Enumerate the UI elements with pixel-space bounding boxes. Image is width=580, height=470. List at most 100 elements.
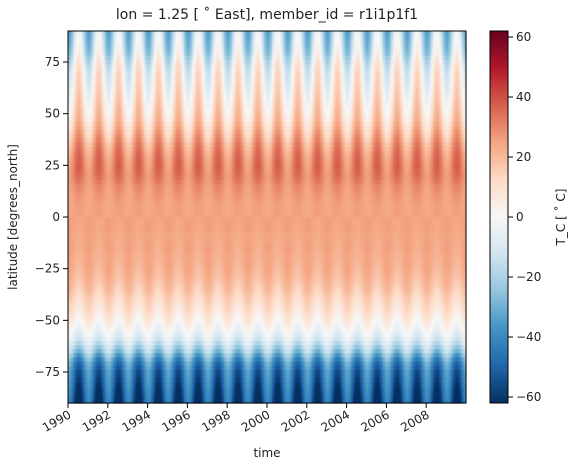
heatmap-cell: [179, 59, 182, 65]
heatmap-cell: [107, 59, 111, 65]
heatmap-cell: [451, 35, 454, 40]
heatmap-cell: [434, 59, 437, 65]
heatmap-cell: [341, 55, 344, 61]
heatmap-cell: [162, 72, 165, 78]
heatmap-cell: [262, 39, 265, 44]
heatmap-cell: [227, 64, 230, 69]
heatmap-cell: [339, 55, 343, 61]
heatmap-cell: [293, 59, 296, 65]
heatmap-cell: [369, 31, 373, 36]
heatmap-cell: [228, 59, 232, 65]
heatmap-cell: [252, 72, 255, 78]
heatmap-cell: [439, 39, 442, 44]
heatmap-cell: [126, 72, 129, 78]
heatmap-cell: [197, 31, 200, 36]
heatmap-cell: [296, 47, 300, 53]
heatmap-cell: [111, 84, 114, 90]
heatmap-cell: [267, 76, 270, 82]
heatmap-cell: [126, 84, 129, 90]
heatmap-cell: [298, 55, 301, 61]
heatmap-cell: [373, 39, 376, 44]
heatmap-cell: [427, 51, 431, 57]
heatmap-cell: [391, 80, 394, 86]
heatmap-cell: [243, 43, 247, 49]
heatmap-cell: [253, 47, 256, 53]
heatmap-cell: [278, 47, 281, 53]
heatmap-cell: [459, 35, 462, 40]
heatmap-cell: [134, 35, 137, 40]
heatmap-cell: [199, 51, 202, 57]
heatmap-cell: [190, 47, 193, 53]
heatmap-cell: [111, 68, 114, 73]
heatmap-cell: [417, 80, 421, 86]
heatmap-cell: [99, 84, 102, 90]
heatmap-cell: [248, 51, 252, 57]
heatmap-cell: [401, 80, 404, 86]
heatmap-cell: [228, 72, 232, 78]
heatmap-cell: [288, 64, 291, 69]
heatmap-cell: [452, 47, 455, 53]
heatmap-cell: [286, 76, 290, 82]
heatmap-cell: [255, 39, 258, 44]
heatmap-cell: [301, 76, 305, 82]
heatmap-cell: [235, 55, 238, 61]
heatmap-cell: [325, 64, 328, 69]
heatmap-cell: [84, 43, 87, 49]
heatmap-cell: [127, 35, 130, 40]
heatmap-cell: [223, 35, 227, 40]
heatmap-cell: [300, 64, 303, 69]
heatmap-cell: [334, 55, 338, 61]
heatmap-cell: [167, 72, 170, 78]
heatmap-cell: [81, 68, 84, 73]
heatmap-cell: [268, 64, 271, 69]
heatmap-cell: [122, 47, 125, 53]
heatmap-cell: [252, 51, 255, 57]
heatmap-cell: [404, 68, 407, 73]
heatmap-cell: [227, 35, 230, 40]
heatmap-cell: [195, 47, 198, 53]
heatmap-cell: [170, 31, 174, 36]
heatmap-cell: [190, 39, 193, 44]
heatmap-cell: [414, 51, 417, 57]
heatmap-cell: [263, 76, 266, 82]
heatmap-cell: [356, 35, 359, 40]
heatmap-cell: [376, 31, 379, 36]
heatmap-cell: [404, 72, 407, 78]
heatmap-cell: [89, 64, 92, 69]
heatmap-cell: [442, 72, 446, 78]
heatmap-cell: [145, 31, 149, 36]
heatmap-cell: [185, 59, 188, 65]
heatmap-cell: [194, 43, 197, 49]
heatmap-cell: [245, 43, 248, 49]
heatmap-cell: [82, 64, 86, 69]
heatmap-cell: [449, 31, 452, 36]
heatmap-cell: [384, 64, 387, 69]
heatmap-cell: [177, 43, 180, 49]
heatmap-cell: [331, 55, 334, 61]
heatmap-cell: [436, 39, 439, 44]
heatmap-cell: [339, 64, 343, 69]
heatmap-cell: [87, 64, 91, 69]
heatmap-cell: [237, 43, 240, 49]
heatmap-cell: [71, 31, 74, 36]
heatmap-cell: [349, 39, 353, 44]
heatmap-cell: [154, 76, 157, 82]
heatmap-cell: [358, 64, 361, 69]
heatmap-cell: [207, 47, 210, 53]
heatmap-cell: [164, 51, 167, 57]
heatmap-cell: [288, 39, 291, 44]
heatmap-cell: [247, 80, 250, 86]
heatmap-cell: [111, 76, 114, 82]
heatmap-cell: [426, 59, 429, 65]
heatmap-cell: [74, 55, 77, 61]
heatmap-cell: [291, 68, 295, 73]
heatmap-cell: [451, 59, 454, 65]
heatmap-cell: [442, 43, 446, 49]
heatmap-cell: [389, 51, 392, 57]
heatmap-cell: [101, 55, 104, 61]
heatmap-cell: [447, 72, 451, 78]
heatmap-cell: [192, 76, 195, 82]
heatmap-cell: [162, 68, 165, 73]
heatmap-cell: [68, 59, 71, 65]
heatmap-cell: [180, 35, 184, 40]
